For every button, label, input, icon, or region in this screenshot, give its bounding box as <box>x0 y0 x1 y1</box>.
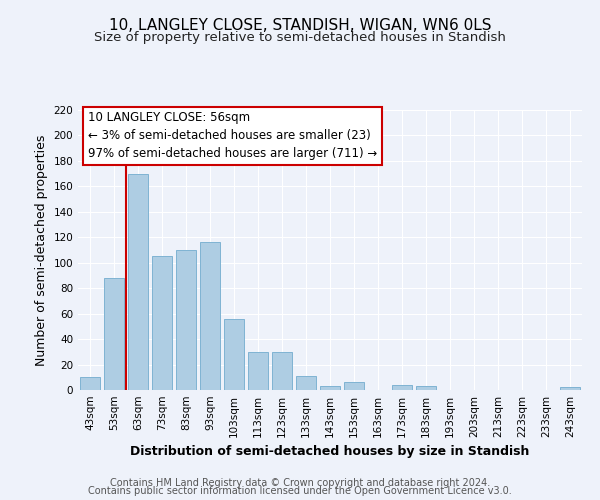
Text: 10 LANGLEY CLOSE: 56sqm
← 3% of semi-detached houses are smaller (23)
97% of sem: 10 LANGLEY CLOSE: 56sqm ← 3% of semi-det… <box>88 112 377 160</box>
Y-axis label: Number of semi-detached properties: Number of semi-detached properties <box>35 134 48 366</box>
Bar <box>104 278 124 390</box>
Bar <box>152 256 172 390</box>
Bar <box>320 386 340 390</box>
Bar <box>296 376 316 390</box>
Text: 10, LANGLEY CLOSE, STANDISH, WIGAN, WN6 0LS: 10, LANGLEY CLOSE, STANDISH, WIGAN, WN6 … <box>109 18 491 32</box>
Bar <box>128 174 148 390</box>
Text: Contains public sector information licensed under the Open Government Licence v3: Contains public sector information licen… <box>88 486 512 496</box>
Bar <box>272 352 292 390</box>
X-axis label: Distribution of semi-detached houses by size in Standish: Distribution of semi-detached houses by … <box>130 446 530 458</box>
Bar <box>560 388 580 390</box>
Bar <box>224 318 244 390</box>
Bar <box>80 378 100 390</box>
Bar <box>392 385 412 390</box>
Bar <box>248 352 268 390</box>
Text: Contains HM Land Registry data © Crown copyright and database right 2024.: Contains HM Land Registry data © Crown c… <box>110 478 490 488</box>
Bar <box>176 250 196 390</box>
Bar <box>344 382 364 390</box>
Text: Size of property relative to semi-detached houses in Standish: Size of property relative to semi-detach… <box>94 31 506 44</box>
Bar <box>200 242 220 390</box>
Bar <box>416 386 436 390</box>
